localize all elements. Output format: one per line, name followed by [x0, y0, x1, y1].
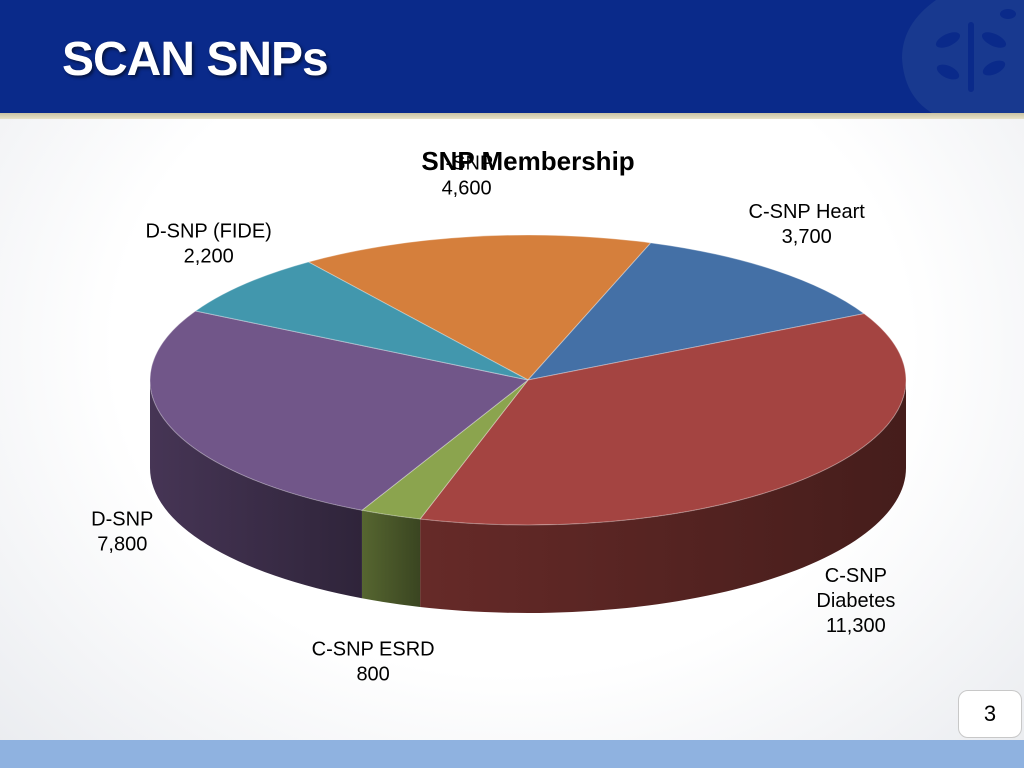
pie-tops — [149, 234, 907, 526]
slice-value: 3,700 — [782, 226, 832, 248]
title-bar — [0, 0, 1024, 113]
footer-bar — [0, 740, 1024, 768]
pie-side-d-snp — [149, 380, 362, 599]
pie-labels: I-SNP 4,600 C-SNP Heart 3,700 C-SNP Diabetes 1… — [91, 153, 895, 686]
pie-side-c-snp-esrd — [361, 510, 421, 607]
slice-name: C-SNP — [825, 565, 887, 587]
slice-value: 7,800 — [97, 534, 147, 556]
slice-name: Diabetes — [816, 590, 895, 612]
pie-slice-i-snp — [307, 234, 652, 381]
pie-slice-d-snp-fide — [194, 261, 529, 381]
slice-label-d-snp-fide: D-SNP (FIDE) 2,200 — [146, 220, 272, 267]
pie-side-c-snp-diabetes — [420, 380, 906, 613]
pie-slice-c-snp-esrd — [360, 379, 529, 520]
slice-name: C-SNP Heart — [749, 201, 866, 223]
slice-value: 4,600 — [442, 178, 492, 200]
slice-label-c-snp-esrd: C-SNP ESRD 800 — [312, 638, 435, 685]
slice-label-i-snp: I-SNP 4,600 — [440, 153, 493, 200]
pie-sides — [149, 380, 906, 613]
pie-slice-c-snp-diabetes — [419, 313, 907, 526]
pie-slice-c-snp-heart — [526, 242, 866, 381]
title-divider — [0, 113, 1024, 119]
slide-title: SCAN SNPs — [62, 33, 329, 86]
slice-value: 800 — [356, 663, 389, 685]
slice-value: 11,300 — [826, 615, 886, 637]
pie-slice-d-snp — [149, 310, 530, 511]
chart-title: SNP Membership — [421, 146, 634, 176]
page-number: 3 — [958, 690, 1022, 738]
slice-label-c-snp-heart: C-SNP Heart 3,700 — [749, 201, 866, 248]
slice-name: D-SNP (FIDE) — [146, 220, 272, 242]
slice-name: D-SNP — [91, 509, 153, 531]
leaf-logo-icon — [902, 0, 1024, 113]
slice-value: 2,200 — [184, 245, 234, 267]
slice-label-d-snp: D-SNP 7,800 — [91, 509, 153, 556]
slice-label-c-snp-diabetes: C-SNP Diabetes 11,300 — [816, 565, 895, 637]
slice-name: C-SNP ESRD — [312, 638, 435, 660]
slice-name: I-SNP — [440, 153, 493, 175]
